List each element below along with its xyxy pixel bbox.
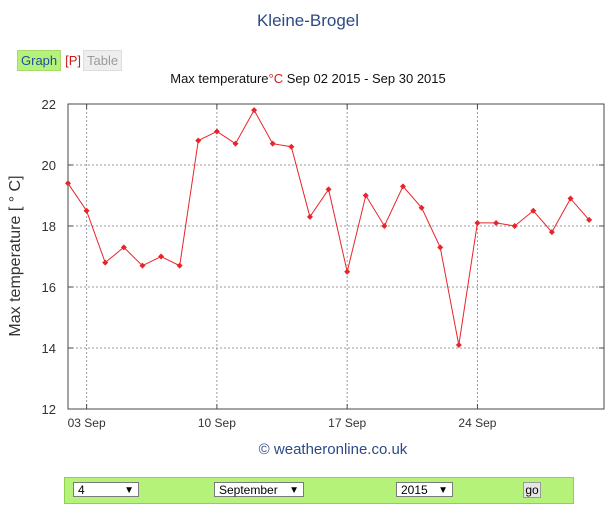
tab-print[interactable]: [P] — [65, 53, 82, 68]
tab-graph[interactable]: Graph — [17, 50, 62, 71]
data-point — [139, 262, 146, 269]
month-select[interactable]: September ▼ — [214, 482, 304, 497]
y-tick-label: 14 — [42, 341, 56, 356]
chart-title: Max temperature°C Sep 02 2015 - Sep 30 2… — [0, 71, 616, 86]
plot-frame — [67, 103, 605, 410]
data-point — [455, 341, 462, 348]
credit-text[interactable]: © weatheronline.co.uk — [259, 441, 408, 458]
y-tick-labels: 12 14 16 18 20 22 — [42, 97, 56, 417]
view-tabs: Graph [P] Table — [17, 50, 123, 71]
data-point — [362, 192, 369, 199]
year-select-value: 2015 — [401, 483, 428, 497]
y-tick-label: 18 — [42, 219, 56, 234]
y-tick-label: 12 — [42, 402, 56, 417]
tab-table[interactable]: Table — [83, 50, 123, 71]
chevron-down-icon: ▼ — [124, 485, 134, 496]
grid-lines — [68, 103, 604, 410]
data-point — [232, 140, 239, 147]
y-tick-label: 16 — [42, 280, 56, 295]
temperature-chart: 12 14 16 18 20 22 03 Sep 10 Sep 17 Sep 24 Sep Ma… — [7, 97, 605, 458]
data-point — [493, 219, 500, 226]
station-title: Kleine-Brogel — [256, 11, 360, 30]
data-point — [176, 262, 183, 269]
y-tick-label: 22 — [42, 97, 56, 112]
day-select-value: 4 — [78, 483, 85, 497]
y-tick-label: 20 — [42, 158, 56, 173]
month-select-value: September — [219, 483, 278, 497]
x-tick-label: 24 Sep — [458, 416, 496, 430]
data-point — [474, 219, 481, 226]
data-point — [158, 253, 165, 260]
series-points — [65, 107, 593, 348]
data-point — [548, 229, 555, 236]
data-point — [251, 107, 258, 114]
data-point — [586, 216, 593, 223]
year-select[interactable]: 2015 ▼ — [396, 482, 453, 497]
data-point — [511, 223, 518, 229]
go-button[interactable]: go — [523, 482, 541, 498]
data-point — [120, 244, 127, 251]
data-point — [65, 180, 71, 187]
chart-title-unit: °C — [268, 71, 284, 86]
chevron-down-icon: ▼ — [289, 485, 299, 496]
data-point — [288, 143, 295, 150]
series-line — [67, 109, 590, 346]
data-point — [567, 195, 574, 202]
data-point — [381, 223, 388, 229]
date-controls: 4 ▼ September ▼ 2015 ▼ go — [64, 477, 574, 504]
x-tick-label: 10 Sep — [198, 416, 236, 430]
day-select[interactable]: 4 ▼ — [73, 482, 139, 497]
data-point — [530, 207, 537, 214]
data-point — [195, 137, 202, 144]
data-point — [306, 213, 313, 220]
x-tick-label: 03 Sep — [68, 416, 106, 430]
y-axis-label: Max temperature [ ° C] — [7, 175, 24, 336]
data-point — [102, 259, 109, 266]
data-point — [344, 268, 351, 275]
chevron-down-icon: ▼ — [438, 485, 448, 496]
data-point — [269, 140, 276, 147]
x-tick-label: 17 Sep — [328, 416, 366, 430]
x-tick-labels: 03 Sep 10 Sep 17 Sep 24 Sep — [68, 416, 497, 430]
data-point — [83, 207, 90, 214]
data-point — [400, 183, 406, 190]
data-point — [325, 186, 332, 193]
chart-title-prefix: Max temperature — [170, 71, 269, 86]
data-point — [418, 204, 425, 211]
chart-title-range: Sep 02 2015 - Sep 30 2015 — [283, 71, 446, 86]
data-point — [213, 128, 220, 135]
data-point — [437, 244, 444, 251]
